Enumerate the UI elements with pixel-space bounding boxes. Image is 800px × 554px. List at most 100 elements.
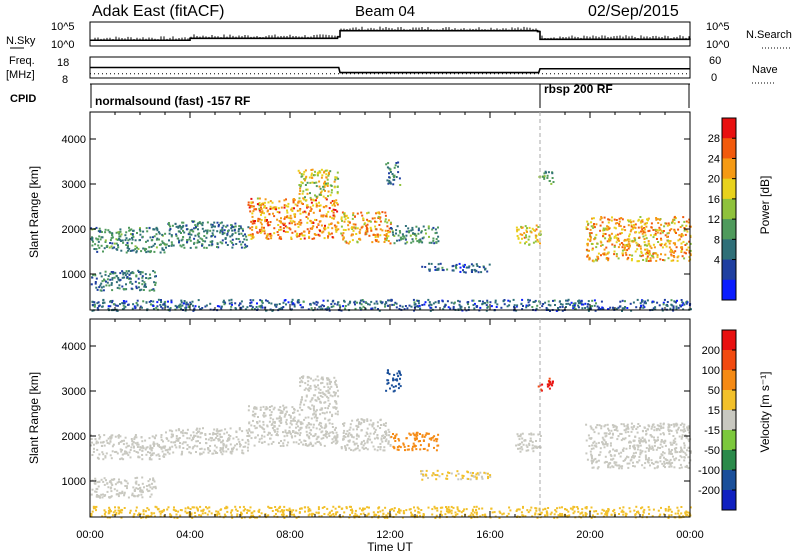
backscatter-cell xyxy=(384,303,387,306)
backscatter-cell xyxy=(422,440,425,442)
backscatter-cell xyxy=(254,220,256,222)
backscatter-cell xyxy=(182,243,185,246)
backscatter-cell xyxy=(677,428,679,431)
backscatter-cell xyxy=(223,229,226,232)
backscatter-cell xyxy=(531,306,534,308)
backscatter-cell xyxy=(396,446,399,449)
backscatter-cell xyxy=(393,303,395,306)
backscatter-cell xyxy=(195,226,197,228)
backscatter-cell xyxy=(628,246,631,248)
backscatter-cell xyxy=(273,425,276,428)
backscatter-cell xyxy=(623,425,626,428)
backscatter-cell xyxy=(329,215,332,218)
backscatter-cell xyxy=(470,474,473,477)
backscatter-cell xyxy=(148,250,151,253)
backscatter-cell xyxy=(602,443,605,446)
backscatter-cell xyxy=(526,446,529,448)
backscatter-cell xyxy=(656,466,659,469)
backscatter-cell xyxy=(686,449,688,452)
backscatter-cell xyxy=(609,450,611,453)
backscatter-cell xyxy=(300,441,303,444)
backscatter-cell xyxy=(609,235,612,238)
backscatter-cell xyxy=(663,298,666,301)
backscatter-cell xyxy=(278,211,281,214)
backscatter-cell xyxy=(290,419,293,422)
backscatter-cell xyxy=(356,227,359,230)
backscatter-cell xyxy=(224,428,227,431)
backscatter-cell xyxy=(109,437,112,440)
backscatter-cell xyxy=(615,461,618,464)
backscatter-cell xyxy=(115,242,118,245)
backscatter-cell xyxy=(259,299,262,302)
backscatter-cell xyxy=(200,222,203,225)
backscatter-cell xyxy=(397,370,400,373)
backscatter-cell xyxy=(436,469,439,472)
backscatter-cell xyxy=(304,444,307,447)
backscatter-cell xyxy=(327,407,329,410)
backscatter-cell xyxy=(144,448,147,451)
backscatter-cell xyxy=(95,509,97,512)
backscatter-cell xyxy=(105,439,108,442)
backscatter-cell xyxy=(685,242,688,245)
backscatter-cell xyxy=(120,449,123,451)
backscatter-cell xyxy=(455,267,458,270)
backscatter-cell xyxy=(209,445,212,447)
backscatter-cell xyxy=(261,434,263,437)
backscatter-cell xyxy=(348,447,351,450)
backscatter-cell xyxy=(182,441,185,444)
backscatter-cell xyxy=(475,477,478,480)
backscatter-cell xyxy=(573,306,576,308)
backscatter-cell xyxy=(310,398,313,401)
backscatter-cell xyxy=(663,225,666,228)
backscatter-cell xyxy=(586,228,589,230)
backscatter-cell xyxy=(204,229,207,232)
backscatter-cell xyxy=(387,162,390,165)
backscatter-cell xyxy=(604,424,607,427)
backscatter-cell xyxy=(359,423,362,426)
backscatter-cell xyxy=(298,171,301,174)
backscatter-cell xyxy=(684,244,687,246)
backscatter-cell xyxy=(481,477,484,480)
backscatter-cell xyxy=(103,495,106,497)
backscatter-cell xyxy=(602,229,605,232)
backscatter-cell xyxy=(413,506,415,509)
backscatter-cell xyxy=(593,226,596,229)
backscatter-cell xyxy=(398,230,401,232)
backscatter-cell xyxy=(260,219,263,221)
backscatter-cell xyxy=(315,438,318,441)
backscatter-cell xyxy=(310,201,313,204)
backscatter-cell xyxy=(293,213,296,216)
backscatter-cell xyxy=(624,251,627,254)
backscatter-cell xyxy=(91,303,94,306)
backscatter-cell xyxy=(213,438,216,441)
backscatter-cell xyxy=(572,307,575,310)
backscatter-cell xyxy=(609,466,612,469)
backscatter-cell xyxy=(680,437,683,440)
backscatter-cell xyxy=(601,221,604,224)
backscatter-cell xyxy=(364,231,367,234)
backscatter-cell xyxy=(661,231,664,234)
backscatter-cell xyxy=(118,491,121,494)
backscatter-cell xyxy=(333,436,336,439)
backscatter-cell xyxy=(416,240,419,243)
backscatter-cell xyxy=(485,309,488,312)
backscatter-cell xyxy=(280,419,283,421)
backscatter-cell xyxy=(585,507,588,510)
backscatter-cell xyxy=(603,253,606,256)
backscatter-cell xyxy=(336,511,339,514)
backscatter-cell xyxy=(590,516,593,519)
backscatter-cell xyxy=(552,299,554,302)
backscatter-cell xyxy=(615,255,618,258)
backscatter-cell xyxy=(319,413,322,416)
backscatter-cell xyxy=(612,448,615,451)
backscatter-cell xyxy=(523,232,526,235)
backscatter-cell xyxy=(421,304,424,306)
backscatter-cell xyxy=(293,416,296,419)
backscatter-cell xyxy=(118,232,121,235)
backscatter-cell xyxy=(248,421,251,424)
backscatter-cell xyxy=(458,303,461,306)
backscatter-cell xyxy=(668,242,671,245)
backscatter-cell xyxy=(434,474,437,476)
backscatter-cell xyxy=(640,219,643,222)
backscatter-cell xyxy=(243,238,246,241)
